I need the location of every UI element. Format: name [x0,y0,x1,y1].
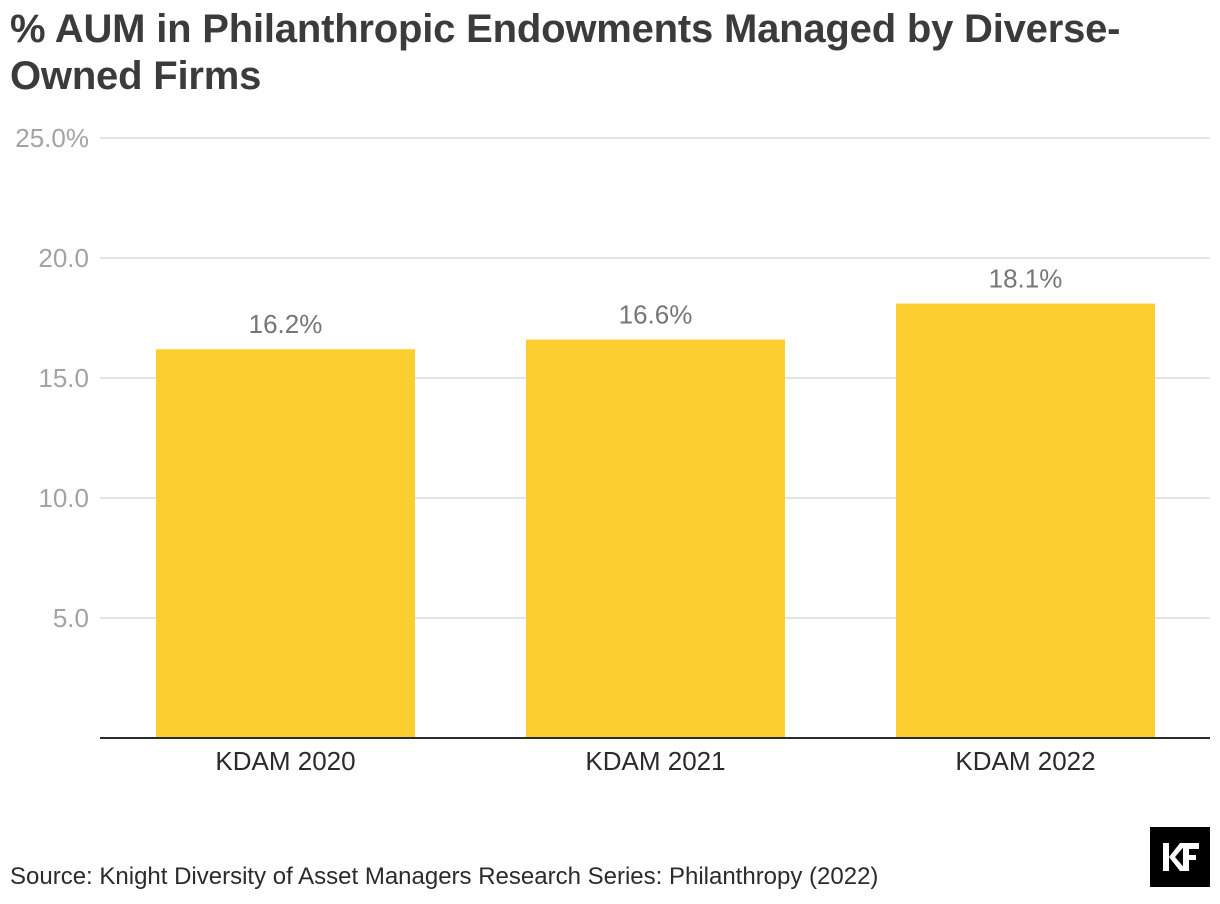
y-axis-ticks: 5.0 10.0 15.0 20.0 25.0% [15,123,89,633]
x-tick-label: KDAM 2022 [955,746,1095,776]
y-tick-label: 15.0 [38,363,89,393]
x-tick-label: KDAM 2020 [215,746,355,776]
chart-title: % AUM in Philanthropic Endowments Manage… [10,7,1121,98]
data-label: 16.6% [619,300,693,330]
y-tick-label: 20.0 [38,243,89,273]
bar [156,349,415,738]
y-tick-label: 25.0% [15,123,89,153]
data-labels: 16.2% 16.6% 18.1% [249,264,1063,340]
kf-logo-icon [1163,843,1199,871]
y-tick-label: 5.0 [53,603,89,633]
source-note: Source: Knight Diversity of Asset Manage… [10,863,879,890]
data-label: 16.2% [249,309,323,339]
bar [896,303,1155,738]
kf-logo [1150,827,1210,887]
data-label: 18.1% [989,264,1063,294]
bars [156,303,1155,738]
y-tick-label: 10.0 [38,483,89,513]
bar [526,339,785,738]
x-tick-label: KDAM 2021 [585,746,725,776]
x-axis-labels: KDAM 2020 KDAM 2021 KDAM 2022 [215,746,1095,776]
